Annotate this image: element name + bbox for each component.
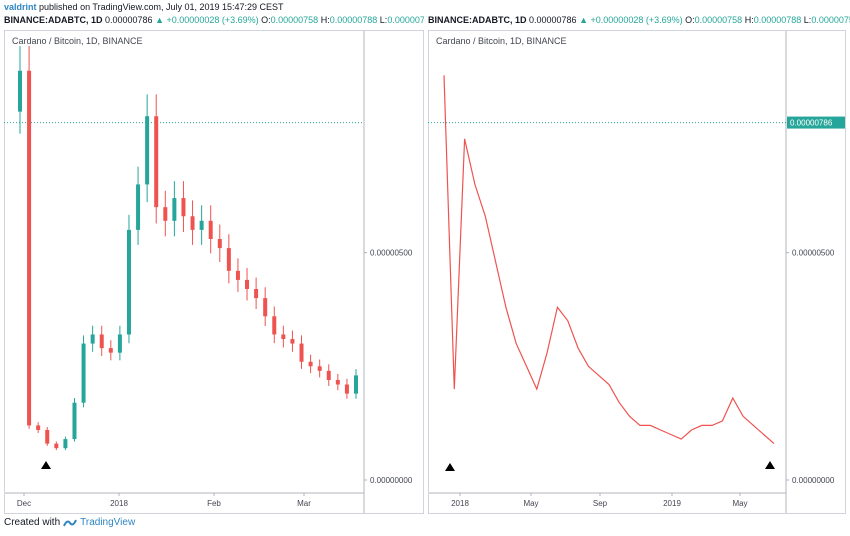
low-value: 0.00000751 (811, 15, 850, 25)
candle-body (172, 198, 177, 221)
up-arrow-icon: ▲ (155, 15, 165, 25)
symbol-label: BINANCE:ADABTC, 1D (4, 15, 103, 25)
candle-body (290, 339, 295, 344)
candle-body (226, 248, 231, 271)
symbol-label: BINANCE:ADABTC, 1D (428, 15, 527, 25)
candle-body (245, 279, 250, 290)
price-value: 0.00000786 (105, 15, 153, 25)
candle-body (208, 220, 213, 239)
open-label: O: (261, 15, 271, 25)
high-label: H: (320, 15, 330, 25)
candle-body (18, 70, 22, 112)
candle-body (54, 443, 59, 449)
candle-body (263, 298, 268, 317)
low-value: 0.00000751 (387, 15, 424, 25)
candle-body (308, 361, 313, 367)
candle-body (199, 220, 204, 230)
x-tick-label: May (732, 499, 747, 508)
candle-body (217, 238, 222, 249)
quote-bar-right: BINANCE:ADABTC, 1D 0.00000786 ▲ +0.00000… (428, 15, 850, 25)
candle-body (36, 425, 41, 430)
high-label: H: (744, 15, 754, 25)
candle-body (99, 334, 104, 349)
price-value: 0.00000786 (529, 15, 577, 25)
candle-body (63, 439, 68, 449)
candle-body (154, 116, 159, 208)
y-tick-label: 0.00000000 (792, 476, 835, 485)
panel-border (428, 30, 846, 514)
tradingview-brand-link[interactable]: TradingView (80, 517, 136, 528)
last-price-badge (787, 116, 845, 129)
y-tick-label: 0.00000500 (792, 249, 835, 258)
candle-body (190, 216, 195, 230)
x-tick-label: Dec (17, 499, 31, 508)
footer: Created with TradingView (4, 517, 135, 528)
x-tick-label: Feb (207, 499, 221, 508)
open-value: 0.00000758 (694, 15, 743, 25)
candle-body (354, 375, 358, 394)
x-tick-label: 2019 (663, 499, 681, 508)
y-tick-label: 0.00000500 (370, 249, 413, 258)
candle-body (136, 184, 141, 230)
quote-bar-left: BINANCE:ADABTC, 1D 0.00000786 ▲ +0.00000… (4, 15, 424, 25)
chart-panel-right[interactable]: 0.000095000.000090000.000085000.00008000… (428, 30, 846, 514)
triangle-marker-icon (41, 461, 51, 469)
x-tick-label: May (523, 499, 538, 508)
candle-body (281, 334, 286, 340)
panel-border (4, 30, 424, 514)
candle-body (335, 379, 340, 385)
x-tick-label: Sep (593, 499, 608, 508)
publish-info: published on TradingView.com, July 01, 2… (39, 2, 284, 12)
triangle-marker-icon (765, 461, 775, 469)
candle-body (45, 429, 50, 444)
publish-header: valdrint published on TradingView.com, J… (4, 2, 284, 12)
low-label: L: (379, 15, 388, 25)
candle-body (235, 270, 240, 280)
chart-title: Cardano / Bitcoin, 1D, BINANCE (436, 36, 567, 46)
change-value: +0.00000028 (+3.69%) (590, 15, 683, 25)
created-with-label: Created with (4, 517, 61, 528)
candle-body (90, 334, 95, 344)
candle-body (163, 207, 168, 221)
candle-body (299, 343, 304, 362)
chart-title: Cardano / Bitcoin, 1D, BINANCE (12, 36, 143, 46)
x-tick-label: Mar (297, 499, 311, 508)
high-value: 0.00000788 (329, 15, 378, 25)
triangle-marker-icon (445, 463, 455, 471)
candle-body (272, 316, 277, 335)
candle-body (317, 366, 322, 371)
open-value: 0.00000758 (270, 15, 319, 25)
candle-body (145, 116, 150, 185)
candle-body (181, 198, 186, 217)
chart-canvas-right[interactable]: 0.000095000.000090000.000085000.00008000… (428, 30, 846, 514)
high-value: 0.00000788 (753, 15, 802, 25)
chart-panel-left[interactable]: 0.000095000.000090000.000085000.00008000… (4, 30, 424, 514)
open-label: O: (685, 15, 695, 25)
tradingview-logo-icon (63, 519, 78, 526)
candle-body (344, 384, 349, 394)
chart-canvas-left[interactable]: 0.000095000.000090000.000085000.00008000… (4, 30, 424, 514)
change-value: +0.00000028 (+3.69%) (166, 15, 259, 25)
candle-body (108, 348, 113, 353)
y-tick-label: 0.00000000 (370, 476, 413, 485)
candle-body (254, 289, 259, 299)
candle-body (126, 229, 131, 335)
candle-body (81, 343, 86, 403)
low-label: L: (803, 15, 812, 25)
x-tick-label: 2018 (110, 499, 128, 508)
candle-body (27, 70, 32, 426)
price-series-line (443, 75, 775, 445)
candle-body (117, 334, 122, 353)
author-link[interactable]: valdrint (4, 2, 37, 12)
candle-body (72, 402, 77, 440)
x-tick-label: 2018 (451, 499, 469, 508)
last-price-label: 0.00000786 (790, 119, 833, 128)
candle-body (326, 370, 331, 380)
up-arrow-icon: ▲ (579, 15, 589, 25)
